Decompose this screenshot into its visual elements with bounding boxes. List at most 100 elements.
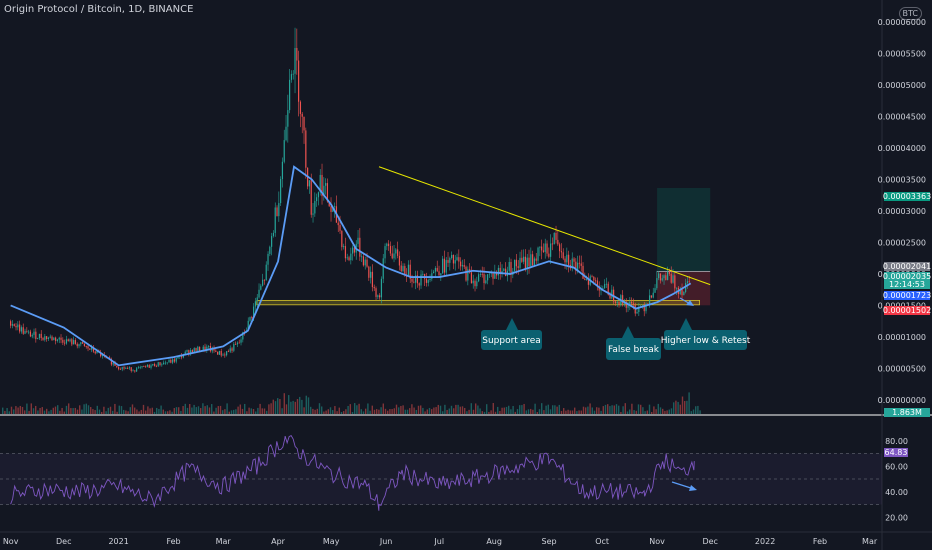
candle-body [177, 356, 179, 359]
candle-body [247, 320, 249, 331]
candle-body [296, 47, 298, 61]
volume-bar [140, 409, 142, 414]
volume-bar [468, 409, 470, 414]
price-tick-label: 0.00000000 [878, 396, 926, 405]
volume-bar [169, 410, 171, 414]
volume-bar [109, 406, 112, 414]
candle-body [535, 258, 537, 261]
candle-body [380, 278, 383, 298]
candle-body [323, 185, 325, 197]
volume-bar [576, 411, 578, 414]
callout-pointer [506, 318, 518, 330]
candle-body [544, 243, 546, 252]
candle-body [386, 243, 388, 247]
volume-bar [239, 404, 241, 414]
volume-bar [668, 409, 670, 414]
volume-bar [651, 411, 653, 414]
candle-body [667, 271, 669, 281]
time-tick-label: Dec [702, 537, 717, 546]
candle-body [481, 273, 483, 275]
price-tick-label: 0.00001500 [878, 301, 926, 310]
candle-body [607, 283, 609, 295]
candle-body [436, 268, 438, 272]
volume-bar [127, 411, 129, 414]
candle-body [236, 342, 239, 345]
volume-bar [406, 409, 409, 414]
price-label: 0.00001502 [883, 306, 931, 315]
candle-body [316, 197, 318, 202]
volume-bar [541, 403, 543, 414]
volume-bar [120, 406, 123, 414]
candle-body [11, 324, 14, 326]
candle-body [348, 257, 350, 261]
candle-body [35, 331, 37, 340]
candle-body [19, 324, 21, 332]
volume-label-box [884, 408, 930, 417]
volume-bar [186, 407, 189, 414]
candle-body [649, 295, 651, 305]
candle-body [368, 266, 370, 278]
volume-bar [248, 407, 250, 414]
volume-bar [85, 403, 87, 414]
volume-bar [266, 410, 268, 414]
volume-bar [360, 409, 362, 414]
volume-bar [655, 409, 657, 414]
volume-bar [321, 406, 323, 414]
volume-bar [263, 408, 266, 414]
candle-body [539, 246, 541, 248]
candle-body [119, 369, 122, 370]
currency-badge[interactable]: BTC [898, 7, 922, 20]
volume-bar [494, 411, 497, 414]
volume-bar [464, 407, 466, 414]
volume-bar [162, 409, 164, 414]
volume-bar [499, 410, 501, 414]
volume-bar [684, 401, 686, 414]
volume-bar [558, 404, 560, 414]
candle-body [51, 336, 53, 341]
candle-body [76, 343, 78, 347]
candle-body [478, 274, 480, 282]
candle-body [37, 338, 39, 340]
candle-body [413, 281, 415, 283]
candle-body [202, 346, 204, 351]
candle-body [89, 348, 91, 350]
candle-body [562, 252, 564, 259]
candle-body [373, 287, 375, 289]
candle-body [341, 230, 343, 248]
candle-body [272, 232, 275, 237]
candle-body [596, 280, 599, 286]
candle-body [616, 301, 618, 303]
candle-body [391, 253, 393, 259]
volume-bar [171, 411, 173, 414]
price-label-box [884, 272, 930, 281]
volume-bar [349, 404, 351, 414]
candle-body [191, 350, 194, 353]
candle-body [593, 276, 595, 281]
candle-body [229, 348, 231, 352]
candle-body [139, 367, 141, 368]
volume-bar [516, 409, 519, 414]
candle-body [204, 346, 206, 351]
volume-bar [307, 397, 310, 414]
candle-body [128, 367, 131, 369]
volume-bar [466, 411, 468, 414]
volume-bar [340, 411, 343, 414]
volume-bar [334, 406, 336, 414]
candle-body [508, 262, 510, 271]
volume-bar [565, 410, 567, 414]
volume-bar [318, 403, 321, 414]
price-tick-label: 0.00005000 [878, 81, 926, 90]
volume-bar [261, 408, 263, 414]
candle-body [222, 354, 224, 356]
candle-body [645, 303, 647, 312]
candle-body [74, 340, 77, 344]
time-tick-label: 2022 [755, 537, 775, 546]
candle-body [431, 273, 433, 279]
rsi-tick-label: 60.00 [885, 462, 908, 471]
candle-body [519, 257, 521, 268]
candle-body [83, 343, 86, 347]
candle-body [384, 246, 386, 259]
candle-body [515, 259, 518, 267]
candle-body [548, 253, 550, 257]
